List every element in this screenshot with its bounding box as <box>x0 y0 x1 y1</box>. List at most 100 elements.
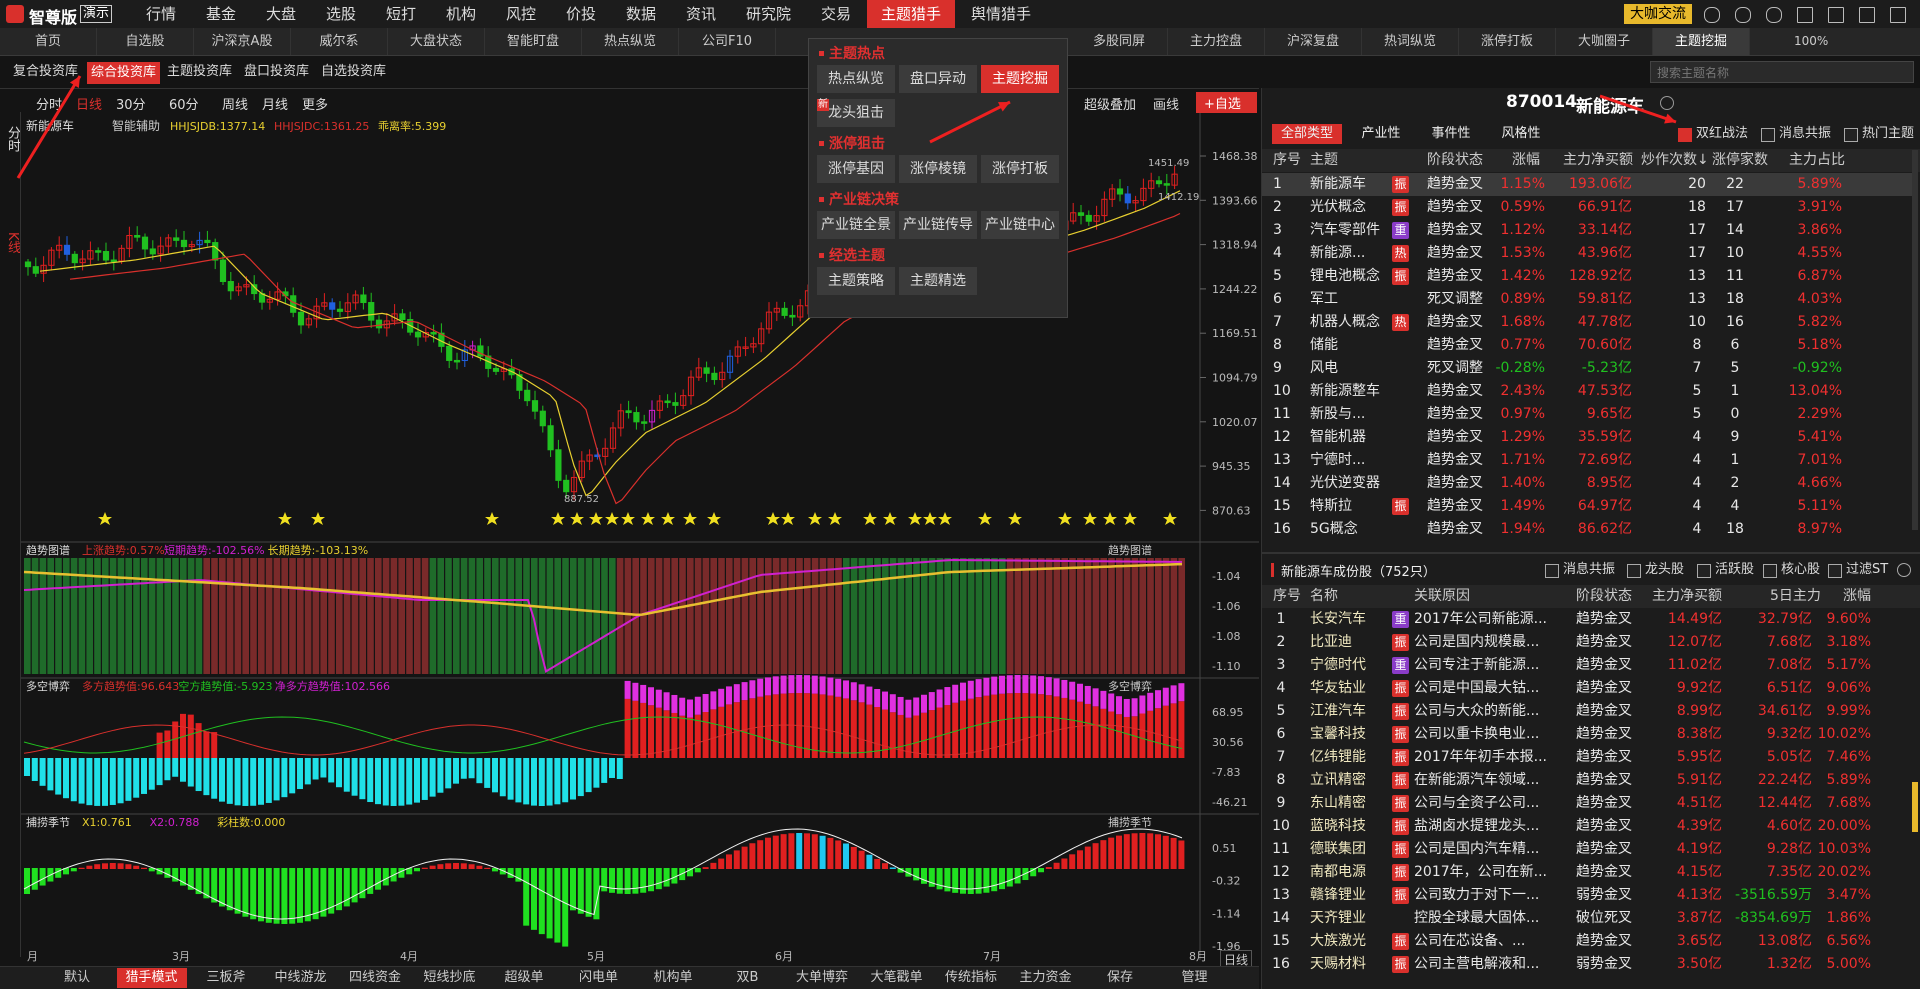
overlay-button[interactable]: 超级叠加 <box>1084 98 1137 113</box>
menu-item[interactable]: 数据 <box>626 5 657 23</box>
menu-item[interactable]: 交易 <box>821 5 852 23</box>
bottom-tab[interactable]: 双B <box>736 970 759 985</box>
table-cell: 5.05亿 <box>1766 749 1812 765</box>
bottom-tab[interactable]: 传统指标 <box>944 970 997 985</box>
period-tab[interactable]: 周线 <box>222 98 249 113</box>
bottom-tab[interactable]: 猎手模式 <box>116 968 187 988</box>
tab[interactable]: 涨停打板 <box>1459 28 1556 55</box>
bottom-tab[interactable]: 四线资金 <box>348 970 401 985</box>
bottom-tab[interactable]: 管理 <box>1181 970 1208 985</box>
exchange-button[interactable]: 大咖交流 <box>1624 4 1692 24</box>
period-tab[interactable]: 分时 <box>36 98 63 113</box>
tab[interactable]: 沪深京A股 <box>194 28 291 55</box>
popup-button[interactable]: 产业链中心 <box>981 211 1059 239</box>
filter-checkbox[interactable]: 消息共振 <box>1545 561 1615 579</box>
popup-button[interactable]: 盘口异动 <box>899 65 977 93</box>
filter-checkbox[interactable]: 消息共振 <box>1761 125 1831 143</box>
library-tab[interactable]: 主题投资库 <box>167 64 233 79</box>
popup-button[interactable]: 主题策略 <box>817 267 895 295</box>
tab[interactable]: 大盘状态 <box>388 28 485 55</box>
bottom-tab[interactable]: 三板斧 <box>206 970 246 985</box>
period-tab[interactable]: 日线 <box>76 98 103 113</box>
add-watch-button[interactable]: +自选 <box>1196 92 1257 113</box>
tab[interactable]: 首页 <box>0 28 97 55</box>
bottom-tab[interactable]: 主力资金 <box>1019 970 1072 985</box>
menu-item[interactable]: 行情 <box>146 5 177 23</box>
tab[interactable]: 热点纵览 <box>582 28 679 55</box>
period-tab[interactable]: 月线 <box>262 98 289 113</box>
popup-button[interactable]: 涨停基因 <box>817 155 895 183</box>
bottom-tab[interactable]: 闪电单 <box>578 970 618 985</box>
menu-item[interactable]: 短打 <box>386 5 417 23</box>
library-tab[interactable]: 复合投资库 <box>13 64 79 79</box>
menu-item[interactable]: 大盘 <box>266 5 297 23</box>
popup-button[interactable]: 热点纵览 <box>817 65 895 93</box>
menu-item[interactable]: 舆情猎手 <box>971 5 1032 23</box>
menu-item[interactable]: 基金 <box>206 5 237 23</box>
filter-checkbox[interactable]: 龙头股 <box>1627 561 1684 579</box>
menu-item[interactable]: 研究院 <box>746 5 792 23</box>
popup-button[interactable]: 涨停棱镜 <box>899 155 977 183</box>
close-icon[interactable] <box>1890 7 1906 23</box>
popup-button[interactable]: 主题挖掘 <box>981 65 1059 93</box>
filter-checkbox[interactable]: 活跃股 <box>1697 561 1754 579</box>
season-bar <box>897 868 904 873</box>
zoom-label: 100% <box>1794 34 1829 48</box>
type-tab[interactable]: 风格性 <box>1501 126 1541 141</box>
period-tab[interactable]: 60分 <box>169 98 199 113</box>
popup-button[interactable]: 涨停打板 <box>981 155 1059 183</box>
menu-item[interactable]: 风控 <box>506 5 537 23</box>
tab[interactable]: 大咖圈子 <box>1556 28 1653 55</box>
library-tab[interactable]: 自选投资库 <box>321 64 387 79</box>
tab[interactable]: 主题挖掘 <box>1653 28 1750 55</box>
search-box[interactable]: 搜索主题名称 <box>1650 61 1914 83</box>
filter-checkbox[interactable]: 双红战法 <box>1678 125 1748 143</box>
tab[interactable]: 沪深复盘 <box>1265 28 1362 55</box>
type-tab[interactable]: 事件性 <box>1431 126 1471 141</box>
period-tab[interactable]: 30分 <box>116 98 146 113</box>
tab[interactable]: 威尔系 <box>291 28 388 55</box>
menu-icon[interactable] <box>1797 7 1813 23</box>
filter-checkbox[interactable]: 过滤ST <box>1828 561 1888 579</box>
popup-button[interactable]: 产业链全景 <box>817 211 895 239</box>
side-tab[interactable]: 分时 <box>5 126 20 152</box>
type-tab[interactable]: 全部类型 <box>1272 124 1342 144</box>
library-tab[interactable]: 盘口投资库 <box>244 64 310 79</box>
tab[interactable]: 主力控盘 <box>1168 28 1265 55</box>
tab[interactable]: 智能盯盘 <box>485 28 582 55</box>
bottom-tab[interactable]: 大笔戳单 <box>870 970 923 985</box>
skin-icon[interactable] <box>1766 7 1782 23</box>
side-tab[interactable]: K线 <box>5 232 20 254</box>
menu-item[interactable]: 资讯 <box>686 5 717 23</box>
bottom-tab[interactable]: 大单博弈 <box>795 970 848 985</box>
menu-item[interactable]: 选股 <box>326 5 357 23</box>
popup-button[interactable]: 龙头狙击新 <box>817 99 895 127</box>
tab[interactable]: 热词纵览 <box>1362 28 1459 55</box>
settings-icon[interactable] <box>1897 563 1911 577</box>
maximize-icon[interactable] <box>1859 7 1875 23</box>
bottom-tab[interactable]: 超级单 <box>504 970 544 985</box>
menu-item[interactable]: 机构 <box>446 5 477 23</box>
menu-item[interactable]: 价投 <box>566 5 597 23</box>
settings-icon[interactable] <box>1735 7 1751 23</box>
bottom-tab[interactable]: 机构单 <box>653 970 693 985</box>
bottom-tab[interactable]: 短线抄底 <box>423 970 476 985</box>
draw-line-button[interactable]: 画线 <box>1153 98 1180 113</box>
tab[interactable]: 多股同屏 <box>1071 28 1168 55</box>
library-tab[interactable]: 综合投资库 <box>87 62 161 84</box>
period-tab[interactable]: 更多 <box>302 98 329 113</box>
filter-checkbox[interactable]: 核心股 <box>1763 561 1820 579</box>
popup-button[interactable]: 产业链传导 <box>899 211 977 239</box>
menu-item[interactable]: 主题猎手 <box>867 0 956 28</box>
minimize-icon[interactable] <box>1828 7 1844 23</box>
season-bar <box>359 868 366 899</box>
bottom-tab[interactable]: 保存 <box>1106 970 1133 985</box>
bottom-tab[interactable]: 默认 <box>63 970 90 985</box>
filter-checkbox[interactable]: 热门主题 <box>1844 125 1914 143</box>
type-tab[interactable]: 产业性 <box>1361 126 1401 141</box>
bottom-tab[interactable]: 中线游龙 <box>274 970 327 985</box>
popup-button[interactable]: 主题精选 <box>899 267 977 295</box>
tab[interactable]: 自选股 <box>97 28 194 55</box>
tab[interactable]: 公司F10 <box>679 28 776 55</box>
user-icon[interactable] <box>1704 7 1720 23</box>
